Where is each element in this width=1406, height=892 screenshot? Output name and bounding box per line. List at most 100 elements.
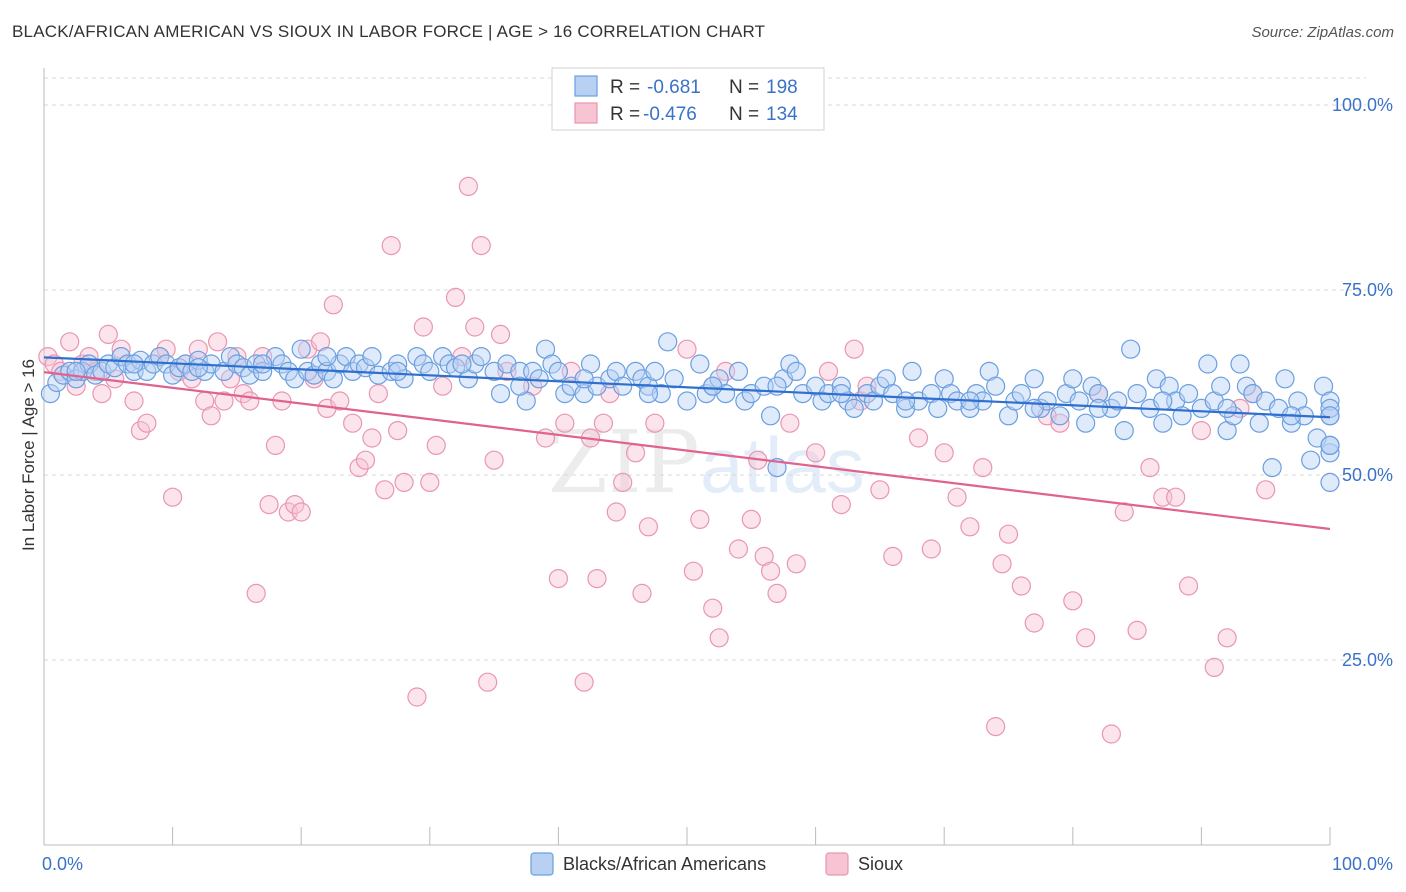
black-point-56: [433, 347, 453, 367]
sioux-point-52: [394, 472, 414, 492]
black-point-0: [40, 384, 61, 404]
y-tick-labels: 25.0% 50.0% 75.0% 100.0%: [1332, 95, 1393, 670]
black-point-177: [1320, 398, 1340, 418]
black-point-128: [1005, 391, 1025, 411]
black-point-129: [1011, 384, 1031, 404]
black-point-12: [117, 354, 138, 374]
black-point-83: [645, 361, 665, 381]
sioux-point-47: [362, 428, 382, 448]
black-point-68: [529, 369, 549, 389]
black-point-10: [105, 358, 125, 378]
black-point-197: [1153, 391, 1173, 411]
sioux-point-109: [960, 517, 980, 537]
black-point-71: [548, 361, 569, 381]
black-point-49: [368, 365, 388, 385]
stats-swatch-pink: [574, 102, 598, 124]
black-point-143: [1121, 339, 1141, 359]
sioux-point-119: [1076, 628, 1096, 648]
y-tick-label-25: 25.0%: [1342, 650, 1393, 670]
sioux-point-133: [1256, 480, 1276, 500]
sioux-point-86: [703, 598, 723, 618]
sioux-point-70: [555, 413, 575, 433]
stats-box: R = -0.681 N = 198 R = -0.476 N = 134: [551, 67, 825, 131]
x-tick-label-0: 0.0%: [42, 854, 83, 874]
stats-r-label-blue: R =: [610, 77, 640, 98]
sioux-point-69: [548, 568, 569, 589]
sioux-point-110: [973, 458, 993, 478]
sioux-point-57: [433, 376, 453, 396]
black-point-189: [638, 384, 659, 404]
black-point-169: [1301, 450, 1321, 470]
black-point-40: [310, 354, 331, 374]
x-tick-label-100: 100.0%: [1332, 854, 1393, 874]
sioux-point-80: [632, 583, 652, 604]
sioux-point-106: [921, 539, 941, 559]
series-sioux-points: [38, 176, 1276, 744]
black-point-48: [362, 347, 382, 367]
black-point-104: [812, 391, 832, 411]
black-point-35: [278, 361, 298, 381]
black-point-107: [838, 391, 858, 411]
sioux-point-29: [240, 391, 260, 411]
sioux-point-94: [767, 583, 787, 604]
black-point-79: [613, 376, 633, 396]
sioux-point-75: [593, 413, 614, 433]
sioux-point-115: [1024, 613, 1044, 633]
sioux-point-74: [587, 568, 607, 589]
sioux-point-33: [265, 435, 286, 455]
sioux-point-84: [683, 561, 704, 581]
black-point-88: [690, 354, 710, 374]
black-point-94: [735, 391, 755, 411]
black-point-196: [1088, 398, 1109, 418]
sioux-point-44: [343, 413, 363, 433]
black-point-37: [291, 339, 311, 359]
sioux-point-56: [426, 435, 446, 455]
axes: [43, 68, 1331, 846]
legend-swatch-blacks: [530, 852, 554, 876]
x-tick-labels: 0.0% 100.0%: [42, 854, 1393, 874]
black-point-175: [1320, 443, 1340, 463]
sioux-point-45: [349, 458, 369, 478]
sioux-point-37: [291, 502, 311, 522]
sioux-point-61: [465, 317, 485, 337]
sioux-point-130: [1217, 628, 1237, 648]
sioux-point-51: [388, 421, 408, 441]
black-point-139: [1088, 384, 1109, 404]
sioux-point-13: [130, 421, 151, 441]
sioux-point-108: [947, 487, 967, 507]
black-point-193: [896, 391, 916, 411]
sioux-point-32: [259, 495, 279, 515]
sioux-point-43: [330, 391, 350, 411]
black-point-87: [677, 391, 697, 411]
black-point-72: [555, 384, 575, 404]
black-point-100: [780, 354, 800, 374]
sioux-point-127: [1178, 576, 1199, 596]
sioux-point-42: [323, 295, 343, 315]
sioux-point-85: [690, 509, 710, 530]
watermark-zip: ZIP: [548, 413, 700, 513]
black-point-133: [1050, 406, 1070, 426]
black-point-181: [124, 354, 144, 374]
black-point-182: [188, 358, 208, 378]
y-tick-label-75: 75.0%: [1342, 280, 1393, 300]
sioux-point-100: [844, 339, 864, 359]
sioux-point-78: [613, 472, 633, 492]
sioux-point-3: [60, 332, 80, 352]
black-point-97: [760, 406, 781, 426]
sioux-point-23: [201, 406, 221, 426]
sioux-point-105: [908, 428, 929, 448]
black-point-141: [1108, 391, 1128, 411]
stats-n-label-blue: N =: [729, 77, 759, 98]
legend-label-blacks: Blacks/African Americans: [563, 854, 766, 874]
black-point-61: [471, 347, 491, 367]
black-point-70: [542, 354, 562, 374]
watermark-atlas: atlas: [700, 421, 865, 509]
sioux-point-53: [407, 687, 427, 707]
source-credit: Source: ZipAtlas.com: [1251, 24, 1394, 41]
sioux-point-128: [1191, 421, 1212, 441]
stats-r-value-pink: -0.476: [643, 104, 697, 125]
sioux-point-64: [484, 450, 504, 470]
sioux-point-90: [741, 509, 761, 530]
black-point-161: [1249, 413, 1269, 433]
